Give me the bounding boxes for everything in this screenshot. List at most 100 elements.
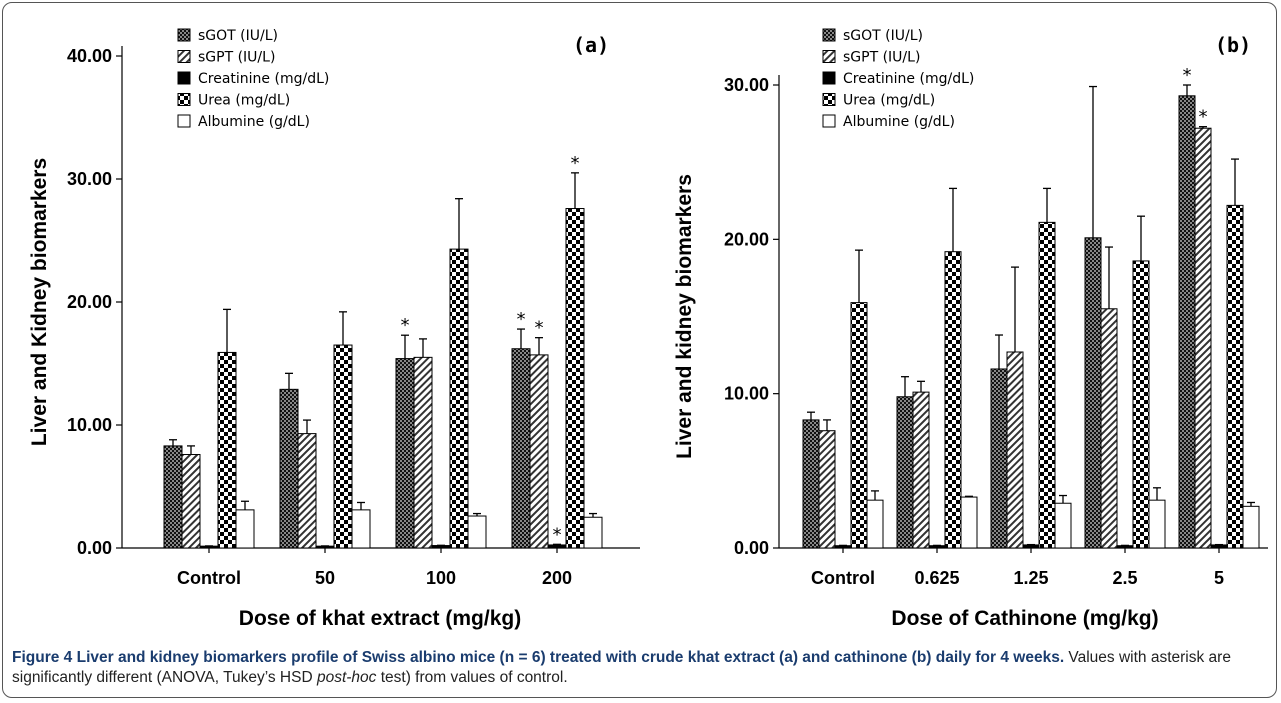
- legend-label: sGOT (IU/L): [843, 28, 923, 44]
- legend-label: Creatinine (mg/dL): [198, 71, 329, 87]
- bar: [1100, 308, 1118, 549]
- bar: [1022, 544, 1040, 549]
- legend-swatch: [822, 114, 836, 128]
- y-tick-label: 10.00: [67, 415, 112, 435]
- x-tick-label: 200: [542, 568, 572, 588]
- significance-marker: *: [570, 153, 581, 174]
- significance-marker: *: [552, 524, 563, 545]
- x-axis-title: Dose of Cathinone (mg/kg): [891, 607, 1158, 630]
- bar: [928, 545, 946, 549]
- bar: [834, 545, 852, 549]
- legend-label: Urea (mg/dL): [198, 93, 290, 109]
- bar: [1242, 505, 1260, 549]
- x-tick-label: 2.5: [1112, 568, 1137, 588]
- significance-marker: *: [400, 315, 411, 336]
- chart-panel-b: 0.00 10.00 20.00 30.00 Liver and kidney biom…: [673, 28, 1268, 630]
- bar: [565, 208, 585, 549]
- panel-label: (b): [1215, 33, 1251, 57]
- x-axis-title: Dose of khat extract (mg/kg): [239, 607, 521, 630]
- y-tick-label: 30.00: [724, 75, 769, 95]
- bar: [866, 499, 884, 549]
- bar: [1132, 260, 1150, 549]
- bar: [1038, 221, 1056, 549]
- bar: [1194, 127, 1212, 549]
- bar: [351, 509, 371, 549]
- significance-marker: *: [534, 318, 545, 339]
- bar: [511, 348, 531, 549]
- caption-italic: post-hoc: [316, 669, 377, 686]
- bar: [1148, 499, 1166, 549]
- bar: [583, 516, 603, 549]
- y-tick-label: 0.00: [77, 538, 112, 558]
- bar: [413, 356, 433, 549]
- bar: [181, 454, 201, 549]
- bar: [944, 251, 962, 549]
- bar: [1226, 204, 1244, 549]
- legend-label: sGPT (IU/L): [198, 50, 275, 66]
- bar: [547, 544, 567, 549]
- bar: [217, 351, 237, 549]
- x-tick-label: 100: [426, 568, 456, 588]
- significance-marker: *: [1198, 107, 1209, 128]
- chart-panel-a: 0.00 10.00 20.00 30.00 40.00 Liver and Kidney…: [28, 28, 640, 630]
- bar: [1006, 351, 1024, 549]
- figure-caption: Figure 4 Liver and kidney biomarkers pro…: [12, 648, 1267, 688]
- y-tick-label: 30.00: [67, 169, 112, 189]
- caption-title: Figure 4 Liver and kidney biomarkers pro…: [12, 649, 1065, 666]
- bar: [818, 430, 836, 549]
- bar: [896, 396, 914, 549]
- y-tick-label: 40.00: [67, 46, 112, 66]
- legend-label: sGOT (IU/L): [198, 28, 278, 44]
- y-tick-label: 20.00: [67, 292, 112, 312]
- bar: [1178, 95, 1196, 549]
- legend-swatch: [177, 28, 191, 42]
- legend-swatch: [822, 50, 836, 63]
- x-tick-label: 5: [1214, 568, 1224, 588]
- bar: [235, 509, 255, 549]
- panel-label: (a): [573, 33, 609, 57]
- bar: [1084, 237, 1102, 549]
- caption-text-2: test) from values of control.: [376, 669, 568, 686]
- bar: [163, 445, 183, 549]
- legend-swatch: [822, 71, 836, 85]
- x-tick-label: Control: [177, 568, 241, 588]
- bar: [279, 388, 299, 549]
- bar: [467, 515, 487, 549]
- bar: [960, 496, 978, 549]
- y-axis-title: Liver and Kidney biomarkers: [28, 158, 51, 446]
- bar: [802, 419, 820, 549]
- legend-swatch: [177, 71, 191, 85]
- legend-swatch: [822, 93, 836, 106]
- bar: [850, 302, 868, 549]
- y-tick-label: 10.00: [724, 384, 769, 404]
- bar: [297, 433, 317, 549]
- y-tick-label: 0.00: [734, 538, 769, 558]
- y-tick-label: 20.00: [724, 229, 769, 249]
- legend-swatch: [177, 50, 191, 63]
- bar: [529, 354, 549, 549]
- x-tick-label: 50: [315, 568, 335, 588]
- caption-text-1: Values with asterisk are significantly d…: [12, 649, 1231, 686]
- significance-marker: *: [516, 309, 527, 330]
- legend-label: Urea (mg/dL): [843, 93, 935, 109]
- bar: [1054, 502, 1072, 549]
- bar: [333, 344, 353, 549]
- x-tick-label: 1.25: [1013, 568, 1048, 588]
- legend-label: Albumine (g/dL): [843, 114, 955, 130]
- x-tick-label: Control: [811, 568, 875, 588]
- bar: [1210, 544, 1228, 549]
- bar: [1116, 545, 1134, 549]
- legend-label: sGPT (IU/L): [843, 50, 920, 66]
- bar: [449, 248, 469, 549]
- bar: [990, 368, 1008, 549]
- legend-label: Creatinine (mg/dL): [843, 71, 974, 87]
- legend-swatch: [177, 114, 191, 128]
- legend-swatch: [177, 93, 191, 106]
- x-tick-label: 0.625: [914, 568, 959, 588]
- y-axis-title: Liver and kidney biomarkers: [673, 174, 696, 459]
- legend-swatch: [822, 28, 836, 42]
- bar: [395, 358, 415, 549]
- significance-marker: *: [1182, 65, 1193, 86]
